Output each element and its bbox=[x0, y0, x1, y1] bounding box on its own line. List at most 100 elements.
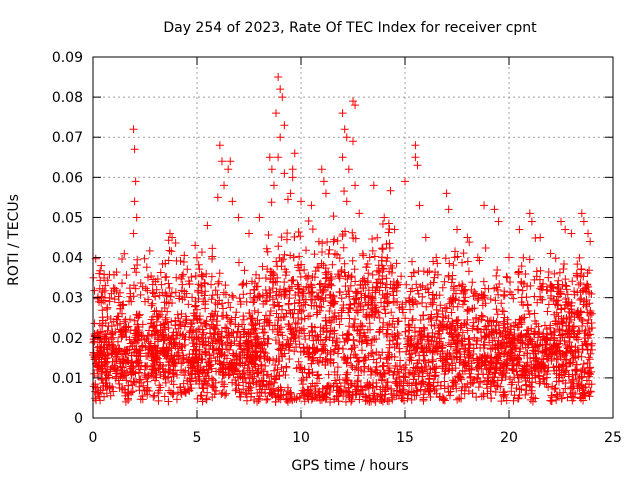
data-point-outlier bbox=[561, 225, 570, 234]
data-point bbox=[242, 390, 251, 399]
data-point bbox=[576, 288, 585, 297]
data-point bbox=[566, 390, 575, 399]
data-point bbox=[459, 249, 468, 258]
data-point bbox=[209, 334, 218, 343]
data-point-outlier bbox=[527, 217, 536, 226]
data-point bbox=[90, 286, 99, 295]
data-point bbox=[562, 362, 571, 371]
data-point bbox=[124, 390, 133, 399]
data-point bbox=[457, 286, 466, 295]
data-point bbox=[455, 358, 464, 367]
data-point bbox=[295, 393, 304, 402]
data-point bbox=[585, 330, 594, 339]
data-point bbox=[286, 251, 295, 260]
data-point bbox=[94, 388, 103, 397]
data-point-outlier bbox=[113, 337, 122, 346]
data-point bbox=[154, 364, 163, 373]
data-point bbox=[221, 290, 230, 299]
data-point-outlier bbox=[380, 213, 389, 222]
data-point-outlier bbox=[338, 109, 347, 118]
data-point bbox=[333, 236, 342, 245]
data-point bbox=[232, 380, 241, 389]
data-point bbox=[143, 371, 152, 380]
data-point bbox=[260, 328, 269, 337]
data-point bbox=[110, 348, 119, 357]
data-point bbox=[540, 349, 549, 358]
data-point bbox=[453, 395, 462, 404]
data-point bbox=[385, 368, 394, 377]
data-point bbox=[316, 353, 325, 362]
data-point bbox=[362, 339, 371, 348]
data-point bbox=[234, 258, 243, 267]
data-point-outlier bbox=[415, 201, 424, 210]
data-point bbox=[100, 392, 109, 401]
data-point bbox=[368, 296, 377, 305]
data-point bbox=[586, 370, 595, 379]
data-point bbox=[137, 342, 146, 351]
data-point bbox=[575, 374, 584, 383]
data-point bbox=[520, 351, 529, 360]
data-point bbox=[374, 266, 383, 275]
data-point bbox=[200, 278, 209, 287]
data-point-outlier bbox=[228, 197, 237, 206]
data-point bbox=[550, 333, 559, 342]
data-point bbox=[543, 307, 552, 316]
data-point bbox=[439, 313, 448, 322]
data-point bbox=[194, 294, 203, 303]
data-point-outlier bbox=[444, 205, 453, 214]
data-point bbox=[239, 312, 248, 321]
data-point bbox=[397, 272, 406, 281]
data-point bbox=[484, 284, 493, 293]
x-axis-label: GPS time / hours bbox=[291, 458, 408, 474]
data-point bbox=[221, 323, 230, 332]
data-point bbox=[582, 376, 591, 385]
data-point bbox=[197, 391, 206, 400]
data-point bbox=[360, 293, 369, 302]
data-point bbox=[355, 395, 364, 404]
data-point-outlier bbox=[213, 193, 222, 202]
data-point bbox=[425, 387, 434, 396]
data-point bbox=[449, 261, 458, 270]
data-point bbox=[235, 392, 244, 401]
data-point-outlier bbox=[265, 153, 274, 162]
data-point bbox=[482, 325, 491, 334]
data-point bbox=[377, 256, 386, 265]
data-point bbox=[465, 306, 474, 315]
data-point bbox=[272, 375, 281, 384]
data-point-outlier bbox=[267, 165, 276, 174]
data-point bbox=[321, 264, 330, 273]
data-point bbox=[122, 345, 131, 354]
data-point bbox=[201, 320, 210, 329]
data-point bbox=[218, 377, 227, 386]
data-point bbox=[152, 326, 161, 335]
data-point bbox=[419, 393, 428, 402]
data-point bbox=[401, 327, 410, 336]
data-point bbox=[514, 285, 523, 294]
data-point bbox=[376, 325, 385, 334]
data-point bbox=[416, 385, 425, 394]
data-point bbox=[300, 397, 309, 406]
data-point bbox=[190, 311, 199, 320]
data-point bbox=[177, 342, 186, 351]
data-point bbox=[430, 372, 439, 381]
data-point bbox=[272, 257, 281, 266]
data-point bbox=[152, 352, 161, 361]
data-point bbox=[491, 387, 500, 396]
data-point bbox=[201, 279, 210, 288]
data-point bbox=[200, 376, 209, 385]
data-point bbox=[335, 288, 344, 297]
data-point bbox=[104, 322, 113, 331]
data-point-outlier bbox=[349, 97, 357, 106]
data-point bbox=[582, 340, 591, 349]
data-point bbox=[546, 340, 555, 349]
data-point bbox=[542, 334, 551, 343]
data-point-outlier bbox=[132, 213, 141, 222]
data-point bbox=[516, 344, 525, 353]
data-point bbox=[512, 343, 521, 352]
data-point bbox=[431, 371, 440, 380]
data-point bbox=[294, 227, 303, 236]
data-point bbox=[498, 344, 507, 353]
data-point bbox=[583, 358, 592, 367]
data-point bbox=[239, 290, 248, 299]
